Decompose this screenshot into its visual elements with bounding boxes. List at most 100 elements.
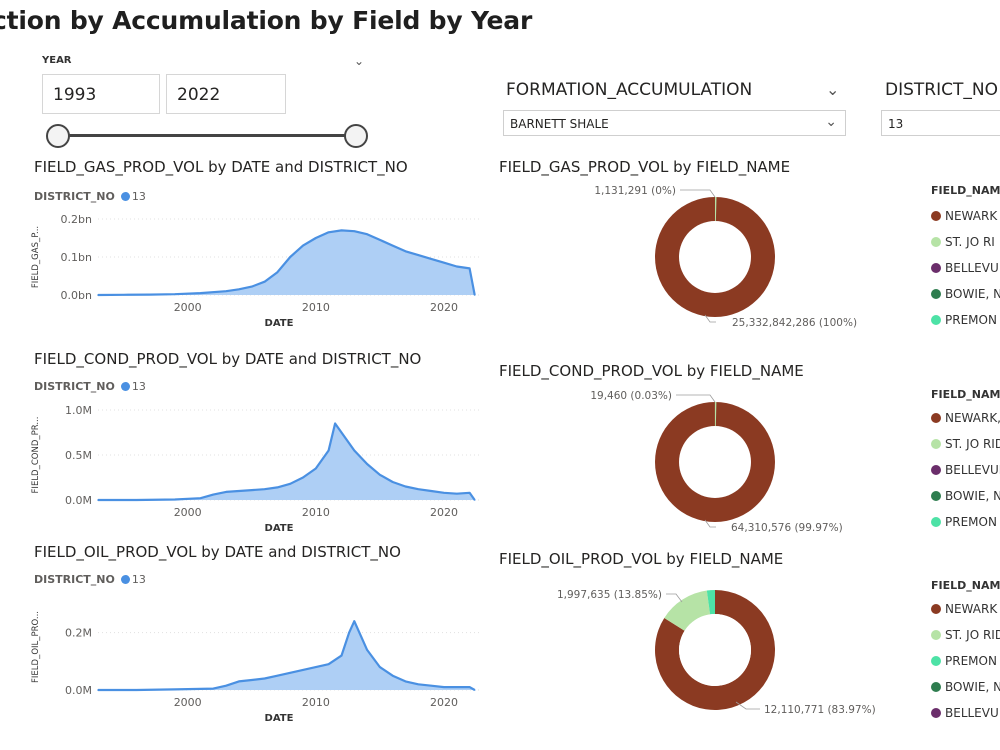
legend-item[interactable]: PREMON [931, 648, 1000, 674]
series-line-13[interactable] [98, 620, 476, 692]
cond-line-chart[interactable]: 0.0M 0.5M 1.0M 2000 2010 2020 DATE FIELD_COND_P… [28, 398, 488, 538]
data-point [379, 474, 381, 476]
legend-item[interactable]: BOWIE, N [931, 281, 1000, 307]
data-point [353, 230, 356, 232]
data-point [225, 290, 227, 292]
oil-line-chart[interactable]: 0.0M 0.2M 2000 2010 2020 DATE FIELD_OIL_PRO... [28, 592, 488, 732]
x-axis-title: DATE [265, 318, 294, 329]
legend-dot-icon [931, 211, 941, 221]
legend-item[interactable]: ST. JO RID [931, 431, 1000, 457]
legend-item-label: BOWIE, N [945, 680, 1000, 694]
data-point [379, 239, 381, 241]
legend-dot-icon [931, 682, 941, 692]
cond-donut-chart[interactable]: 19,460 (0.03%) 64,310,576 (99.97%) [540, 380, 880, 540]
legend-dot-icon [120, 192, 130, 201]
data-point [327, 449, 330, 452]
data-point [456, 686, 458, 688]
data-point [238, 490, 240, 492]
oil-donut-chart[interactable]: 1,997,635 (13.85%) 12,110,771 (83.97%) [540, 568, 880, 728]
year-to-input[interactable]: 2022 [166, 74, 286, 114]
year-from-input[interactable]: 1993 [42, 74, 160, 114]
data-point [302, 476, 304, 479]
legend-item[interactable]: ST. JO RI [931, 229, 1000, 255]
series-line-13[interactable] [97, 229, 476, 297]
donut-data-label: 1,997,635 (13.85%) [557, 589, 662, 601]
legend-dot-icon [931, 263, 941, 273]
data-point [251, 489, 253, 491]
legend-item[interactable]: BOWIE, N [931, 674, 1000, 700]
donut-slice[interactable] [664, 590, 711, 631]
data-point [379, 666, 381, 668]
legend-item[interactable]: PREMON [931, 307, 1000, 333]
data-point [212, 493, 215, 496]
legend-dot-icon [931, 630, 941, 640]
gas-donut-title: FIELD_GAS_PROD_VOL by FIELD_NAME [499, 158, 791, 176]
legend-item[interactable]: PREMON [931, 509, 1000, 535]
data-point [263, 280, 266, 283]
data-point [430, 258, 433, 260]
legend-item[interactable]: NEWARK [931, 203, 1000, 229]
data-point [225, 684, 227, 687]
data-point [391, 244, 394, 247]
data-point [456, 492, 458, 495]
y-tick-label: 0.0bn [61, 289, 92, 302]
x-tick-label: 2010 [302, 301, 330, 314]
data-point [468, 686, 471, 688]
x-axis-title: DATE [265, 713, 294, 724]
year-slider-start-handle[interactable] [46, 124, 70, 148]
data-point [97, 294, 99, 296]
data-point [366, 463, 368, 465]
legend-item[interactable]: BOWIE, N [931, 483, 1000, 509]
donut-data-label: 25,332,842,286 (100%) [732, 317, 857, 329]
data-point [366, 649, 368, 651]
donut-hole [679, 426, 751, 498]
legend-value: 13 [131, 380, 146, 393]
legend-item[interactable]: NEWARK, [931, 405, 1000, 431]
year-slider-track[interactable] [58, 134, 356, 137]
data-point [302, 244, 304, 247]
legend-item[interactable]: BELLEVUE [931, 457, 1000, 483]
data-point [468, 267, 471, 270]
legend-value: 13 [131, 573, 146, 586]
legend-title: FIELD_NAM [931, 579, 1000, 592]
chevron-down-icon[interactable]: ⌄ [354, 54, 365, 68]
data-point [122, 294, 125, 296]
donut-slice[interactable] [655, 590, 775, 710]
legend-item-label: NEWARK [945, 602, 998, 616]
legend-item[interactable]: NEWARK [931, 596, 1000, 622]
legend-item-label: ST. JO RID [945, 437, 1000, 451]
district-dropdown[interactable]: 13 [881, 110, 1000, 136]
donut-hole [679, 221, 751, 293]
oil-donut-title: FIELD_OIL_PROD_VOL by FIELD_NAME [499, 550, 784, 568]
donut-slice[interactable] [706, 590, 715, 615]
legend-dot-icon [931, 413, 941, 423]
donut-slice[interactable] [714, 402, 717, 427]
data-point [348, 631, 350, 634]
legend-item[interactable]: BELLEVU [931, 255, 1000, 281]
legend-dot-icon [931, 517, 941, 527]
oil-line-legend: DISTRICT_NO 13 [34, 573, 146, 586]
data-point [473, 294, 476, 296]
legend-item-label: BELLEVUE [945, 463, 1000, 477]
data-point [174, 688, 176, 691]
cond-line-chart-title: FIELD_COND_PROD_VOL by DATE and DISTRICT… [34, 350, 422, 368]
legend-item[interactable]: BELLEVU [931, 700, 1000, 726]
data-point [473, 689, 476, 691]
leader-line [666, 593, 683, 603]
data-point [468, 492, 471, 494]
gas-donut-chart[interactable]: 1,131,291 (0%) 25,332,842,286 (100%) [540, 175, 880, 335]
y-axis-title: FIELD_COND_PR... [31, 417, 41, 494]
gas-line-chart[interactable]: 0.0bn 0.1bn 0.2bn 2000 2010 2020 DATE FIELD_GAS… [28, 205, 488, 335]
x-tick-label: 2000 [174, 506, 202, 519]
gas-line-legend: DISTRICT_NO 13 [34, 190, 146, 203]
chevron-down-icon[interactable]: ⌄ [826, 80, 840, 99]
formation-dropdown[interactable]: BARNETT SHALE ⌄ [503, 110, 846, 136]
data-point [238, 680, 240, 683]
legend-dot-icon [931, 439, 941, 449]
donut-slice[interactable] [714, 197, 717, 222]
legend-item-label: NEWARK, [945, 411, 1000, 425]
year-slider-end-handle[interactable] [344, 124, 368, 148]
data-point [148, 293, 151, 296]
data-point [353, 620, 356, 622]
legend-item[interactable]: ST. JO RID [931, 622, 1000, 648]
